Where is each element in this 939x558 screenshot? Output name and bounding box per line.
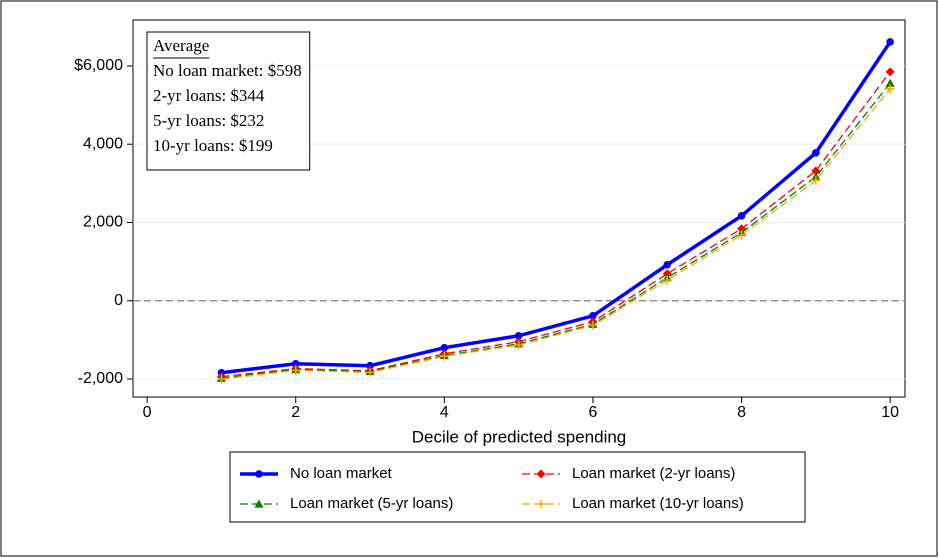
marker bbox=[886, 38, 894, 46]
marker bbox=[439, 351, 449, 361]
legend-label: Loan market (10-yr loans) bbox=[572, 495, 744, 512]
marker bbox=[588, 320, 598, 330]
marker bbox=[536, 499, 546, 509]
marker bbox=[663, 260, 672, 269]
marker bbox=[589, 312, 597, 320]
x-axis-label: Decile of predicted spending bbox=[412, 427, 627, 446]
y-tick-label: 4,000 bbox=[83, 135, 123, 152]
legend bbox=[229, 451, 806, 523]
marker bbox=[255, 470, 263, 478]
marker bbox=[737, 230, 747, 240]
marker bbox=[291, 365, 301, 375]
marker bbox=[812, 149, 820, 157]
marker bbox=[291, 359, 300, 368]
y-tick-label: 0 bbox=[114, 292, 123, 309]
y-tick-label: 2,000 bbox=[83, 214, 123, 231]
series-line bbox=[221, 82, 891, 379]
marker bbox=[514, 331, 523, 340]
series-line bbox=[221, 71, 891, 378]
annotation-line: 5-yr loans: $232 bbox=[153, 111, 264, 130]
legend-label: Loan market (5-yr loans) bbox=[290, 495, 453, 512]
annotation-line: No loan market: $598 bbox=[153, 61, 302, 80]
x-tick-label: 4 bbox=[440, 404, 449, 421]
marker bbox=[885, 78, 895, 87]
legend-label: No loan market bbox=[290, 465, 393, 482]
marker bbox=[440, 343, 449, 352]
marker bbox=[536, 469, 546, 479]
legend-label: Loan market (2-yr loans) bbox=[572, 465, 735, 482]
y-tick-label: $6,000 bbox=[74, 57, 123, 74]
marker bbox=[216, 374, 226, 384]
x-tick-label: 0 bbox=[143, 404, 152, 421]
x-tick-label: 2 bbox=[291, 404, 300, 421]
marker bbox=[254, 499, 264, 508]
marker bbox=[514, 340, 524, 350]
y-tick-label: -2,000 bbox=[78, 370, 123, 387]
x-tick-label: 6 bbox=[588, 404, 597, 421]
marker bbox=[366, 361, 374, 370]
series-line bbox=[221, 40, 892, 375]
marker bbox=[365, 367, 375, 377]
x-tick-label: 8 bbox=[737, 404, 746, 421]
series-line bbox=[221, 88, 891, 380]
marker bbox=[737, 212, 746, 220]
marker bbox=[811, 175, 821, 185]
annotation-box bbox=[146, 31, 311, 171]
marker bbox=[662, 275, 672, 285]
marker bbox=[811, 166, 821, 176]
marker bbox=[885, 67, 895, 77]
annotation-line: 2-yr loans: $344 bbox=[153, 86, 265, 105]
marker bbox=[885, 84, 895, 94]
x-tick-label: 10 bbox=[881, 404, 899, 421]
annotation-line: 10-yr loans: $199 bbox=[153, 136, 273, 155]
annotation-title: Average bbox=[153, 36, 209, 55]
